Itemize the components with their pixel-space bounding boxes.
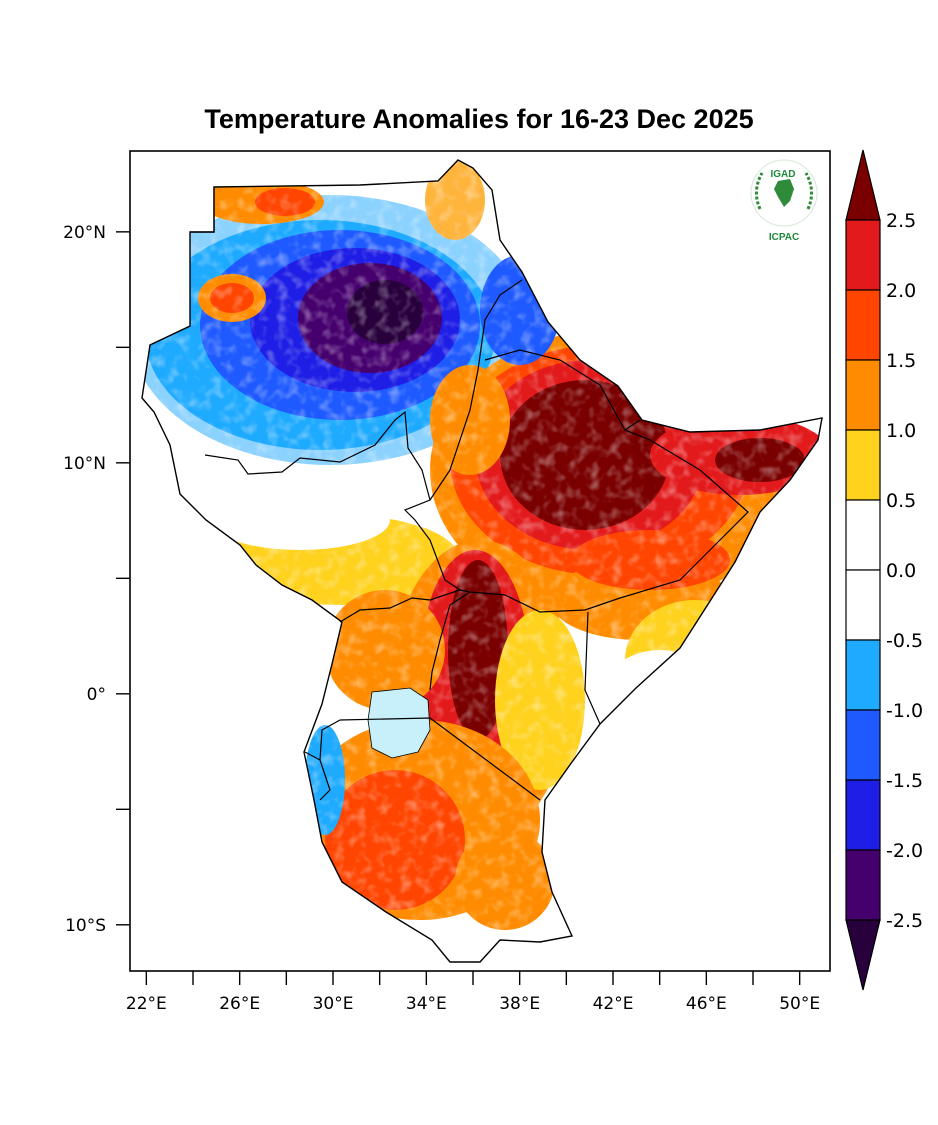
map-title: Temperature Anomalies for 16-23 Dec 2025 [204,104,754,134]
longitude-axis: 22°E 26°E 30°E 34°E 38°E 42°E 46°E 50°E [126,971,820,1014]
logo-caption: ICPAC [769,232,799,243]
colorbar-level-label: 2.0 [886,280,916,302]
colorbar-box [845,779,881,851]
colorbar-level-label: 1.0 [886,420,916,442]
lon-tick-label: 30°E [313,994,354,1014]
lon-tick-label: 38°E [499,994,540,1014]
lake-victoria [367,687,431,759]
colorbar-box [845,289,881,361]
country-borders [190,187,749,801]
colorbar-box [845,429,881,501]
colorbar-min-arrow [845,919,881,991]
colorbar-level-label: 0.0 [886,560,916,582]
lon-tick-label: 34°E [406,994,447,1014]
colorbar-box [845,359,881,431]
logo-acronym: IGAD [771,169,796,180]
latitude-axis: 20°N 10°N 0° 10°S [63,223,130,936]
lat-tick-label: 20°N [63,223,106,243]
colorbar-level-label: -2.0 [886,840,923,862]
colorbar-level-label: -2.5 [886,910,923,932]
colorbar-level-label: 0.5 [886,490,916,512]
colorbar-max-arrow [845,149,881,221]
colorbar-box [845,849,881,921]
colorbar-box [845,499,881,571]
igad-icpac-logo: IGAD ICPAC [750,159,818,243]
colorbar-box [845,709,881,781]
lon-tick-label: 42°E [593,994,634,1014]
colorbar-level-label: -0.5 [886,630,923,652]
colorbar-box [845,219,881,291]
colorbar-box [845,569,881,641]
lon-tick-label: 26°E [219,994,260,1014]
colorbar-level-label: -1.5 [886,770,923,792]
lon-tick-label: 22°E [126,994,167,1014]
colorbar-level-label: -1.0 [886,700,923,722]
lon-tick-label: 46°E [686,994,727,1014]
colorbar: 2.5 2.0 1.5 1.0 0.5 0.0 -0.5 -1.0 -1.5 -2.0 -2.5 [845,149,923,991]
lat-tick-label: 0° [87,685,106,705]
lat-tick-label: 10°N [63,454,106,474]
colorbar-level-label: 2.5 [886,210,916,232]
colorbar-level-label: 1.5 [886,350,916,372]
lon-tick-label: 50°E [779,994,820,1014]
lat-tick-label: 10°S [65,916,106,936]
colorbar-box [845,639,881,711]
